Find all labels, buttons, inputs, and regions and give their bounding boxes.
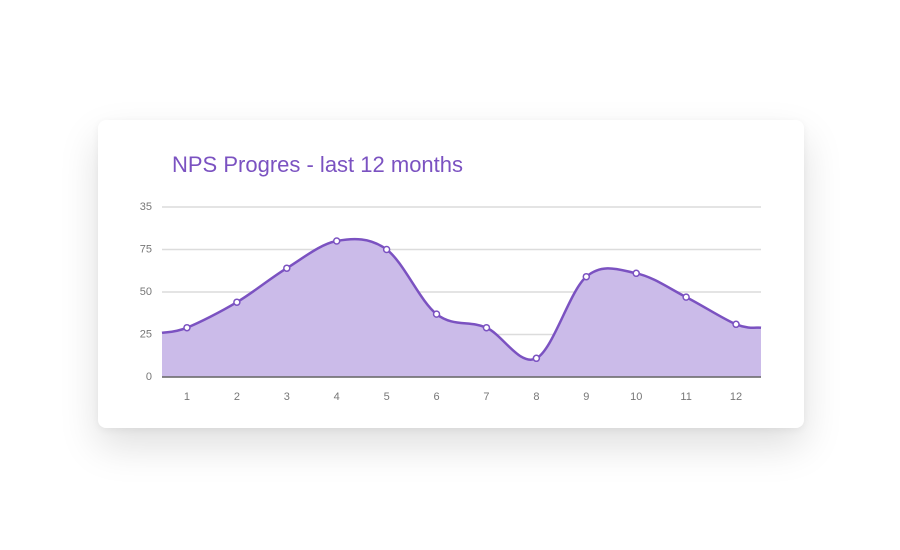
y-tick-label: 35 (140, 201, 152, 213)
point (532, 354, 541, 363)
area-fill (162, 239, 761, 377)
point (183, 323, 191, 332)
x-tick-label: 9 (583, 391, 589, 403)
y-tick-label: 50 (140, 286, 152, 298)
x-tick-label: 1 (184, 391, 190, 403)
x-tick-label: 2 (234, 391, 240, 403)
point (582, 272, 591, 281)
point (432, 310, 441, 318)
y-tick-label: 25 (140, 328, 152, 340)
point (482, 323, 491, 332)
x-tick-label: 10 (630, 391, 642, 403)
x-tick-label: 12 (730, 391, 742, 403)
x-tick-label: 3 (284, 391, 290, 403)
y-tick-label: 0 (146, 371, 152, 383)
point (283, 264, 291, 272)
point (382, 245, 391, 254)
x-tick-label: 11 (680, 391, 691, 403)
point (732, 320, 740, 329)
point (682, 293, 690, 301)
line (161, 237, 762, 361)
point (233, 298, 241, 306)
x-tick-label: 5 (384, 391, 390, 403)
point (632, 269, 640, 278)
chart-title: NPS Progres - last 12 months (172, 152, 463, 177)
x-tick-label: 7 (483, 391, 489, 403)
y-tick-label: 75 (140, 243, 152, 255)
x-tick-label: 6 (433, 391, 439, 403)
x-tick-label: 4 (334, 391, 340, 403)
point (332, 237, 341, 245)
x-tick-label: 8 (533, 391, 539, 403)
